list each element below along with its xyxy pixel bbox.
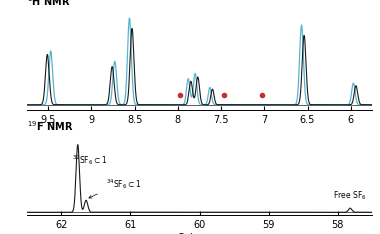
Text: $^{19}$F NMR: $^{19}$F NMR <box>27 119 73 132</box>
X-axis label: δ / ppm: δ / ppm <box>178 233 221 234</box>
Text: $^{1}$H NMR: $^{1}$H NMR <box>27 0 70 8</box>
Text: $^{32}$SF$_6$$\subset$1: $^{32}$SF$_6$$\subset$1 <box>71 153 107 167</box>
Text: Free SF$_6$: Free SF$_6$ <box>333 189 367 202</box>
Text: $^{34}$SF$_6$$\subset$1: $^{34}$SF$_6$$\subset$1 <box>106 177 142 191</box>
